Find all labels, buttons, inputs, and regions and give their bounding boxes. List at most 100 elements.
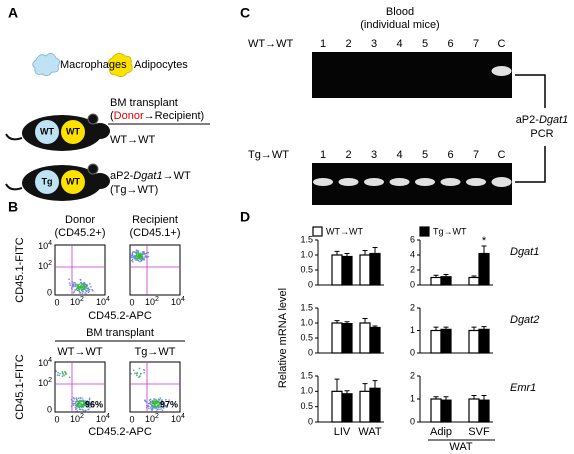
flow-dot bbox=[87, 287, 89, 290]
lane-label: 4 bbox=[396, 38, 402, 50]
error-bar bbox=[471, 395, 477, 399]
adipocyte-icon bbox=[108, 53, 133, 77]
flow-dot bbox=[138, 367, 141, 370]
axis-tick-label: 0 bbox=[47, 404, 52, 414]
gel-band bbox=[389, 178, 410, 186]
flow-dot bbox=[74, 283, 76, 286]
y-tick-label: 0.5 bbox=[300, 401, 313, 411]
flow-dot bbox=[131, 252, 134, 255]
y-tick-label: 1.5 bbox=[300, 302, 313, 312]
error-bar bbox=[372, 325, 378, 328]
percentage: 96% bbox=[85, 399, 103, 409]
flow-dot bbox=[131, 255, 134, 257]
flow-dot bbox=[78, 399, 81, 402]
flow-dot bbox=[160, 400, 163, 403]
flow-dot bbox=[161, 402, 164, 405]
bar bbox=[331, 254, 343, 286]
flow-dot bbox=[159, 406, 162, 408]
legend-swatch bbox=[312, 226, 323, 237]
flow-dot bbox=[148, 402, 150, 405]
flow-dot bbox=[92, 290, 94, 292]
axis-tick-label: 0 bbox=[54, 297, 59, 307]
gel-band bbox=[415, 178, 435, 186]
flow-dot bbox=[88, 288, 91, 291]
flow-dot bbox=[74, 401, 77, 403]
error-bar bbox=[481, 395, 487, 401]
bar bbox=[430, 398, 442, 423]
bar bbox=[369, 326, 381, 354]
flow-dot bbox=[136, 254, 138, 257]
flow-dot bbox=[75, 398, 78, 401]
y-tick-label: 0 bbox=[308, 347, 313, 357]
error-bar bbox=[344, 390, 350, 394]
flow-dot bbox=[148, 399, 151, 402]
error-bar bbox=[344, 253, 350, 257]
bar bbox=[468, 276, 480, 286]
y-tick-label: 1 bbox=[410, 393, 415, 403]
axis-tick-label-part: 2 bbox=[155, 413, 159, 420]
flow-dot bbox=[151, 401, 154, 403]
flow-dot bbox=[135, 252, 138, 255]
bar bbox=[341, 323, 353, 354]
flow-dot bbox=[89, 283, 91, 285]
flow-dot bbox=[76, 287, 78, 289]
flow-dot bbox=[72, 285, 74, 288]
annotation: * bbox=[482, 235, 487, 247]
axis-tick-label-part: 2 bbox=[80, 296, 84, 303]
flow-dot bbox=[158, 408, 160, 411]
pcr-label-part: Dgat1 bbox=[539, 114, 568, 126]
flow-dot bbox=[155, 399, 158, 401]
error-bar bbox=[372, 380, 378, 389]
flow-dot bbox=[141, 259, 144, 261]
column-label: Recipient bbox=[132, 214, 178, 226]
flow-dot bbox=[134, 258, 136, 260]
flow-dot bbox=[137, 259, 140, 262]
flow-dot bbox=[85, 401, 88, 404]
flow-dot bbox=[150, 407, 152, 410]
flow-dot bbox=[88, 398, 91, 401]
bar bbox=[478, 328, 490, 354]
flow-dot bbox=[131, 258, 134, 261]
bar bbox=[468, 329, 480, 354]
axis-tick-label: 0 bbox=[129, 297, 134, 307]
flow-dot bbox=[76, 407, 78, 409]
axis-tick-label-part: 10 bbox=[38, 358, 48, 368]
flow-dot bbox=[163, 402, 165, 404]
axis-tick-label: 104 bbox=[171, 296, 185, 308]
flow-dot bbox=[164, 405, 167, 408]
pcr-label: aP2-Dgat1 bbox=[516, 114, 569, 126]
error-bar bbox=[362, 318, 368, 323]
bar bbox=[440, 328, 452, 354]
flow-dot bbox=[136, 372, 139, 374]
gel-band bbox=[313, 178, 333, 186]
flow-plot bbox=[129, 244, 181, 296]
bar bbox=[359, 390, 371, 423]
flow-dot bbox=[81, 286, 84, 288]
group-label: (Tg→WT) bbox=[110, 184, 158, 196]
flow-dot bbox=[162, 407, 165, 409]
heading-part: ( bbox=[110, 110, 114, 122]
flow-dot bbox=[69, 284, 71, 286]
axis-label: Relative mRNA level bbox=[277, 288, 289, 388]
flow-dot bbox=[152, 402, 155, 405]
flow-dot bbox=[168, 399, 170, 401]
lane-label: 5 bbox=[422, 149, 428, 161]
flow-dot bbox=[68, 376, 71, 379]
lane-label: 4 bbox=[396, 149, 402, 161]
axis-tick-label: 102 bbox=[38, 260, 52, 272]
axis-tick-label-part: 10 bbox=[96, 297, 106, 307]
flow-dot bbox=[150, 401, 152, 403]
flow-dot bbox=[58, 374, 61, 377]
flow-dot bbox=[143, 369, 146, 371]
heading-part: →Recipient) bbox=[144, 110, 205, 122]
y-tick-label: 2 bbox=[410, 264, 415, 274]
legend-label: Tg→WT bbox=[433, 226, 467, 236]
flow-dot bbox=[91, 288, 93, 291]
flow-dot bbox=[154, 405, 157, 408]
flow-dot bbox=[75, 397, 78, 399]
flow-dot bbox=[160, 405, 163, 407]
flow-dot bbox=[76, 289, 79, 292]
mouse-label: WT bbox=[66, 176, 80, 186]
flow-dot bbox=[88, 290, 90, 293]
axis-tick-label-part: 10 bbox=[145, 414, 155, 424]
